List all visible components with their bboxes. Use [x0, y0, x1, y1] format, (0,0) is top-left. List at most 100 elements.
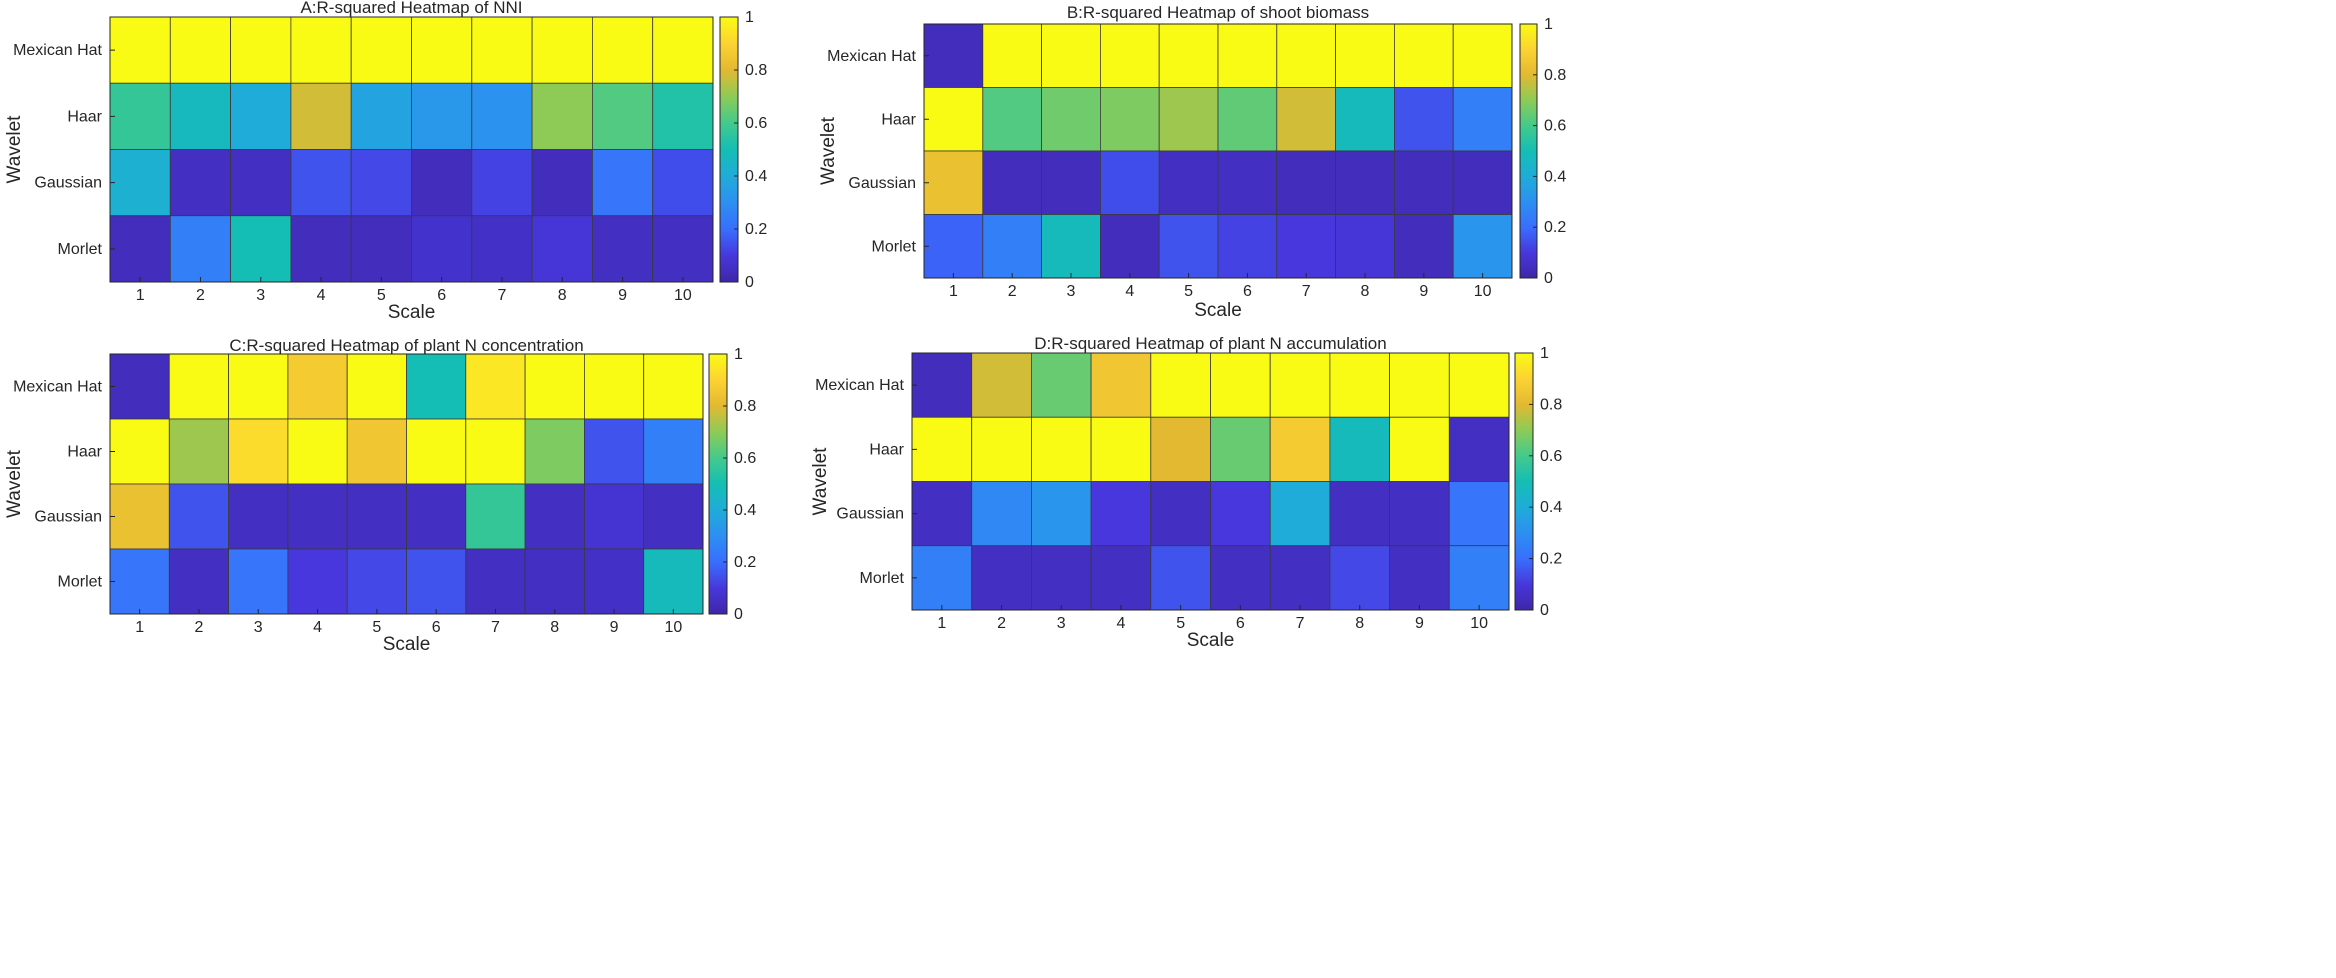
heatmap-cell-r4-c7	[1276, 214, 1337, 279]
colorbar	[1514, 352, 1534, 611]
x-tick-label: 9	[618, 287, 627, 304]
heatmap-cell-r4-c6	[411, 215, 473, 283]
heatmap-cell-r3-c1	[923, 150, 984, 215]
y-tick-label: Mexican Hat	[13, 379, 102, 396]
plot-frame	[923, 23, 1513, 279]
x-tick-label: 6	[437, 287, 446, 304]
heatmap-cell-r4-c7	[1269, 545, 1331, 611]
heatmap-cell-r3-c4	[1100, 150, 1160, 215]
x-tick-label: 4	[1125, 283, 1134, 300]
x-tick-label: 7	[497, 287, 506, 304]
y-tick-label: Haar	[67, 108, 102, 125]
heatmap-cell-r4-c3	[1041, 214, 1101, 279]
heatmap-cell-r1-c1	[109, 353, 170, 420]
x-tick-label: 5	[1176, 615, 1185, 632]
heatmap-cell-r1-c2	[982, 23, 1042, 88]
x-axis-label: Scale	[388, 302, 436, 323]
y-tick-label: Morlet	[872, 238, 917, 255]
heatmap-cell-r3-c7	[1269, 481, 1331, 547]
heatmap-cell-r1-c10	[652, 16, 714, 84]
y-tick-label: Gaussian	[848, 175, 916, 192]
heatmap-cell-r1-c5	[350, 16, 412, 84]
x-tick-label: 1	[135, 619, 144, 636]
y-tick-label: Gaussian	[836, 506, 904, 523]
colorbar-tick-label: 0.4	[734, 502, 756, 519]
heatmap-cell-r2-c4	[1090, 416, 1152, 482]
y-tick-label: Morlet	[58, 574, 103, 591]
heatmap-cell-r3-c3	[1031, 481, 1092, 547]
heatmap-panel-plant-n-accumulation: D:R-squared Heatmap of plant N accumulat…	[810, 334, 1562, 651]
heatmap-panel-shoot-biomass: B:R-squared Heatmap of shoot biomass 1 2 3 4…	[818, 3, 1566, 321]
heatmap-cell-r3-c9	[1394, 150, 1454, 215]
heatmap-cell-r1-c1	[923, 23, 984, 88]
heatmap-cell-r2-c10	[643, 418, 704, 485]
heatmap-cell-r3-c5	[350, 149, 412, 217]
heatmap-cell-r4-c5	[1158, 214, 1219, 279]
heatmap-cell-r1-c2	[169, 16, 232, 84]
heatmap-cell-r4-c4	[290, 215, 352, 283]
y-tick-label: Gaussian	[34, 175, 102, 192]
y-tick-label: Mexican Hat	[815, 377, 904, 394]
heatmap-cell-r1-c10	[643, 353, 704, 420]
colorbar-tick-label: 0.6	[1544, 118, 1566, 135]
heatmap-cell-r3-c1	[109, 483, 170, 550]
colorbar-tick-label: 0.8	[1544, 67, 1566, 84]
colorbar-tick-label: 1	[1540, 345, 1549, 362]
x-tick-label: 2	[196, 287, 205, 304]
heatmap-cell-r2-c5	[346, 418, 407, 485]
heatmap-cell-r2-c8	[524, 418, 585, 485]
heatmap-cell-r4-c6	[1217, 214, 1278, 279]
colorbar-tick-label: 0.4	[1544, 168, 1566, 185]
heatmap-cell-r1-c3	[1041, 23, 1101, 88]
x-tick-label: 7	[1296, 615, 1305, 632]
heatmap-cell-r1-c2	[971, 352, 1032, 418]
heatmap-cell-r4-c10	[1448, 545, 1510, 611]
heatmap-cell-r3-c8	[524, 483, 585, 550]
heatmap-cell-r4-c6	[1210, 545, 1271, 611]
heatmap-cell-r3-c4	[287, 483, 348, 550]
heatmap-cell-r3-c6	[1210, 481, 1271, 547]
heatmap-cell-r1-c8	[531, 16, 593, 84]
heatmap-cell-r1-c6	[1217, 23, 1278, 88]
heatmap-cell-r3-c4	[290, 149, 352, 217]
heatmap-cell-r3-c1	[911, 481, 973, 547]
heatmap-cell-r1-c1	[911, 352, 973, 418]
heatmap-cell-r1-c7	[465, 353, 526, 420]
colorbar-tick-label: 0.2	[734, 554, 756, 571]
heatmap-cell-r4-c9	[584, 548, 645, 615]
heatmap-cell-r2-c2	[168, 418, 230, 485]
y-tick-label: Mexican Hat	[13, 42, 102, 59]
heatmap-cell-r2-c4	[287, 418, 348, 485]
y-tick-label: Haar	[67, 444, 102, 461]
heatmap-cell-r3-c6	[406, 483, 467, 550]
heatmap-panel-plant-n-concentration: C:R-squared Heatmap of plant N concentra…	[4, 336, 756, 655]
heatmap-cell-r1-c5	[346, 353, 407, 420]
colorbar-tick-label: 1	[745, 9, 754, 26]
x-tick-label: 7	[1302, 283, 1311, 300]
heatmap-cell-r4-c5	[346, 548, 407, 615]
heatmap-cell-r1-c9	[1394, 23, 1454, 88]
heatmap-cell-r1-c7	[1269, 352, 1331, 418]
x-tick-label: 6	[432, 619, 441, 636]
heatmap-cell-r3-c9	[592, 149, 654, 217]
x-tick-label: 2	[194, 619, 203, 636]
heatmap-cell-r4-c8	[1335, 214, 1395, 279]
colorbar-tick-label: 0	[1544, 270, 1553, 287]
heatmap-cell-r4-c4	[1090, 545, 1152, 611]
heatmap-cell-r4-c1	[911, 545, 973, 611]
heatmap-cell-r3-c8	[1329, 481, 1391, 547]
y-tick-label: Morlet	[58, 241, 103, 258]
heatmap-cell-r2-c8	[1329, 416, 1391, 482]
heatmap-cell-r1-c1	[109, 16, 171, 84]
heatmap-cell-r2-c1	[923, 87, 984, 152]
heatmap-cell-r2-c9	[1394, 87, 1454, 152]
colorbar-tick-label: 0.4	[745, 168, 767, 185]
colorbar-tick-label: 0.2	[745, 221, 767, 238]
heatmap-cell-r2-c7	[471, 82, 533, 150]
heatmap-cell-r3-c4	[1090, 481, 1152, 547]
heatmap-cell-r4-c10	[652, 215, 714, 283]
heatmap-cell-r2-c10	[1452, 87, 1513, 152]
heatmap-cell-r2-c3	[230, 82, 292, 150]
x-tick-label: 1	[136, 287, 145, 304]
y-tick-label: Haar	[869, 441, 904, 458]
